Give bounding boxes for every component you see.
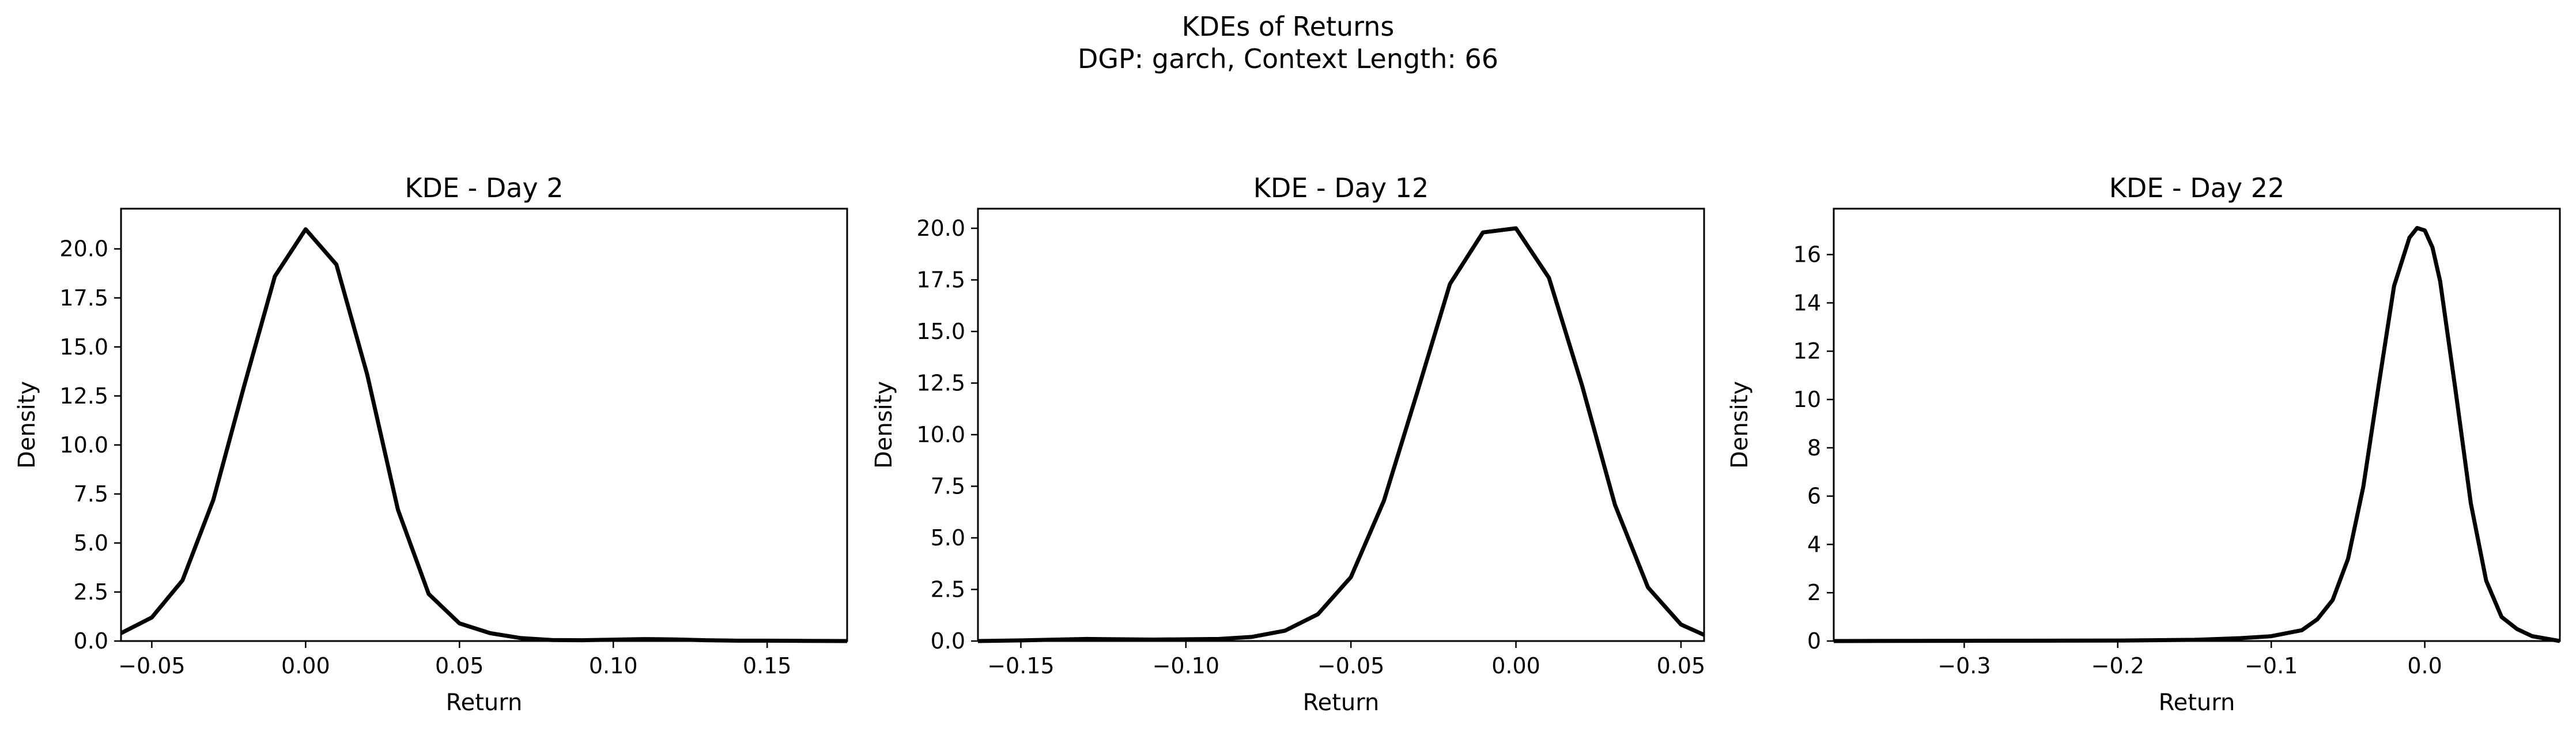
x-tick-label: 0.10 xyxy=(589,653,638,679)
axes-frame xyxy=(977,208,1705,642)
x-tick-label: −0.3 xyxy=(1937,653,1990,679)
y-tick-label: 17.5 xyxy=(59,285,108,311)
y-tick-label: 5.0 xyxy=(74,530,108,556)
x-tick-label: −0.15 xyxy=(987,653,1054,679)
y-tick-label: 0 xyxy=(1807,628,1821,654)
x-tick-label: −0.10 xyxy=(1153,653,1219,679)
y-tick-label: 2.5 xyxy=(931,577,965,602)
y-tick-label: 10.0 xyxy=(916,422,965,447)
x-tick-label: 0.00 xyxy=(1491,653,1540,679)
y-tick-label: 12.5 xyxy=(59,383,108,409)
x-tick-label: −0.05 xyxy=(118,653,185,679)
kde-curve-line xyxy=(977,226,1705,643)
x-axis-label: Return xyxy=(446,689,523,716)
y-tick-label: 0.0 xyxy=(74,628,108,654)
x-tick-label: 0.05 xyxy=(1657,653,1706,679)
x-tick-label: −0.05 xyxy=(1317,653,1384,679)
subplot-2: KDE - Day 12 −0.15 −0.10 −0.05 0.00 0.05 0.0 2.… xyxy=(871,172,1705,716)
x-tick-label: 0.05 xyxy=(435,653,484,679)
y-tick-label: 6 xyxy=(1807,484,1821,509)
subplot-title: KDE - Day 22 xyxy=(2109,172,2284,203)
x-tick-label: 0.00 xyxy=(281,653,330,679)
y-tick-label: 5.0 xyxy=(931,525,965,551)
y-tick-label: 17.5 xyxy=(916,267,965,293)
y-tick-label: 8 xyxy=(1807,435,1821,461)
subplot-3: KDE - Day 22 −0.3 −0.2 −0.1 0.0 0 2 4 6 8 10 12 14 16… xyxy=(1727,172,2561,716)
subplot-1: KDE - Day 2 −0.05 0.00 0.05 0.10 0.15 0.0 2.5 5.… xyxy=(14,172,848,716)
y-axis-label: Density xyxy=(1727,381,1753,469)
y-tick-label: 20.0 xyxy=(916,216,965,241)
kde-curve-line xyxy=(1833,226,2560,643)
y-tick-label: 2.5 xyxy=(74,579,108,605)
x-axis-label: Return xyxy=(1303,689,1380,716)
y-axis-label: Density xyxy=(14,381,40,469)
x-tick-label: −0.2 xyxy=(2091,653,2144,679)
y-tick-label: 12 xyxy=(1793,338,1821,364)
subplot-title: KDE - Day 2 xyxy=(405,172,563,203)
kde-curve-line xyxy=(120,227,848,643)
y-tick-label: 12.5 xyxy=(916,371,965,396)
y-tick-label: 10 xyxy=(1793,387,1821,412)
y-axis-label: Density xyxy=(871,381,897,469)
x-tick-label: −0.1 xyxy=(2245,653,2298,679)
subplot-title: KDE - Day 12 xyxy=(1253,172,1429,203)
x-axis-label: Return xyxy=(2159,689,2235,716)
y-tick-label: 16 xyxy=(1793,242,1821,267)
y-tick-label: 15.0 xyxy=(916,319,965,344)
axes-frame xyxy=(1833,208,2561,642)
y-tick-label: 15.0 xyxy=(59,334,108,360)
y-tick-label: 7.5 xyxy=(74,481,108,507)
y-tick-label: 14 xyxy=(1793,290,1821,315)
y-tick-label: 0.0 xyxy=(931,628,965,654)
figure-title-line-1: KDEs of Returns xyxy=(1181,11,1395,42)
figure-title: KDEs of Returns DGP: garch, Context Leng… xyxy=(0,10,2576,75)
y-tick-label: 2 xyxy=(1807,580,1821,605)
y-tick-label: 20.0 xyxy=(59,236,108,262)
x-tick-label: 0.0 xyxy=(2407,653,2442,679)
y-tick-label: 10.0 xyxy=(59,432,108,458)
y-tick-label: 7.5 xyxy=(931,474,965,499)
y-tick-label: 4 xyxy=(1807,532,1821,557)
figure-subtitle-line-2: DGP: garch, Context Length: 66 xyxy=(1077,43,1499,74)
x-tick-label: 0.15 xyxy=(743,653,792,679)
axes-frame xyxy=(120,208,848,642)
